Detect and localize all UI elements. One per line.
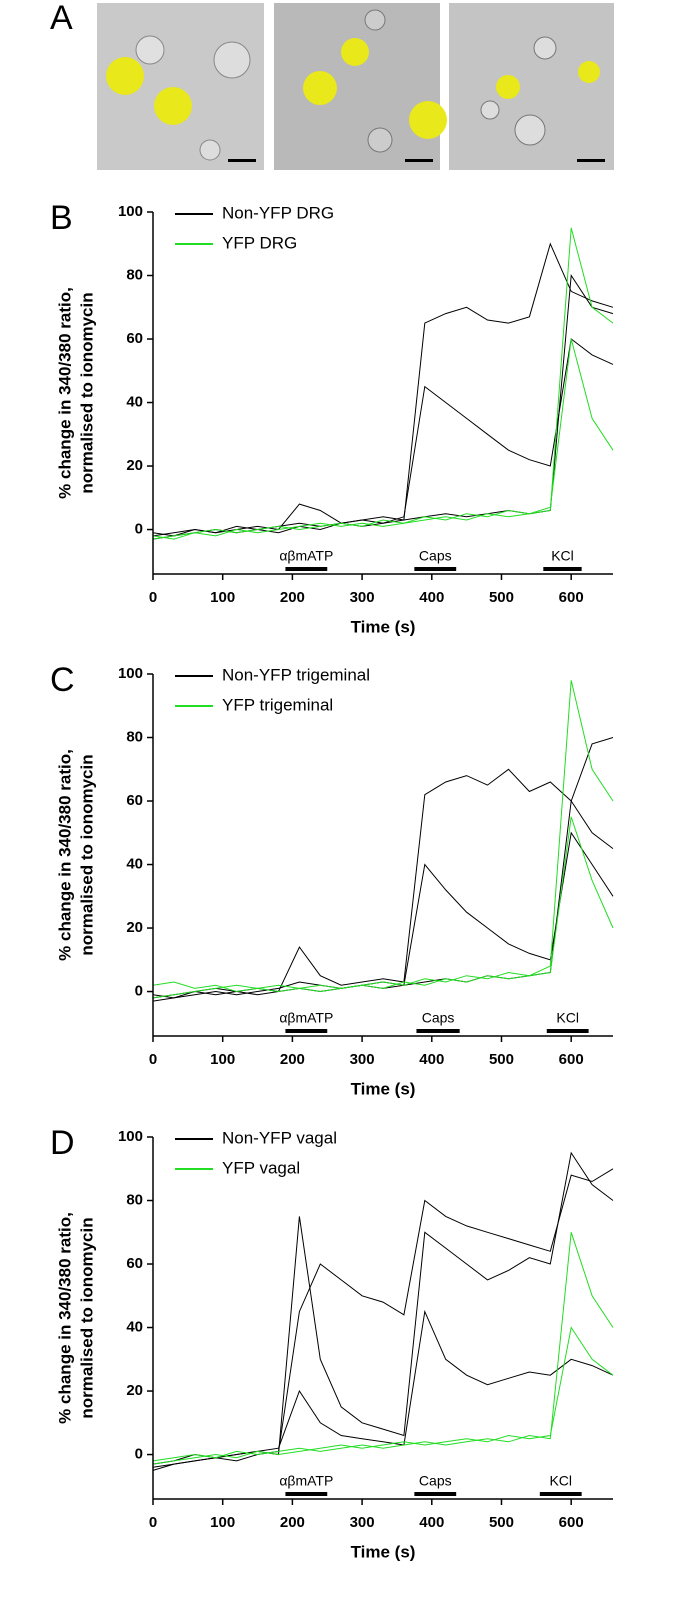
trace (152, 274, 614, 537)
x-tick-label: 500 (489, 589, 514, 606)
y-tick-label: 100 (118, 203, 143, 220)
stimulus-label: αβmATP (279, 548, 333, 564)
x-tick-label: 0 (149, 1514, 157, 1531)
x-axis-label: Time (s) (351, 1079, 416, 1098)
stimulus-label: αβmATP (279, 1473, 333, 1489)
y-tick-label: 60 (126, 330, 143, 347)
trace (152, 1326, 614, 1465)
x-tick-label: 500 (489, 1514, 514, 1531)
x-tick-label: 100 (210, 1514, 235, 1531)
y-tick-label: 40 (126, 855, 143, 872)
y-tick-label: 80 (126, 266, 143, 283)
y-axis-label: normalised to ionomycin (77, 1217, 96, 1418)
x-tick-label: 100 (210, 1051, 235, 1068)
y-tick-label: 0 (135, 983, 143, 1000)
micrographs (97, 3, 614, 170)
legend-label: YFP vagal (222, 1158, 300, 1177)
legend-label: Non-YFP DRG (222, 203, 334, 222)
stimulus-label: αβmATP (279, 1010, 333, 1026)
stimulus-label: KCl (556, 1010, 579, 1026)
x-tick-label: 300 (350, 1051, 375, 1068)
y-axis-label: normalised to ionomycin (77, 754, 96, 955)
y-tick-label: 40 (126, 393, 143, 410)
y-tick-label: 0 (135, 521, 143, 538)
panel-label: C (50, 661, 75, 699)
x-tick-label: 300 (350, 589, 375, 606)
trace (152, 1168, 614, 1468)
panel-label: B (50, 199, 73, 237)
stimulus-label: Caps (419, 548, 452, 564)
x-axis-label: Time (s) (351, 1542, 416, 1561)
x-tick-label: 400 (419, 589, 444, 606)
x-tick-label: 600 (559, 1051, 584, 1068)
trace (152, 831, 614, 1002)
legend-label: YFP trigeminal (222, 695, 333, 714)
x-tick-label: 100 (210, 589, 235, 606)
x-tick-label: 400 (419, 1514, 444, 1531)
y-tick-label: 20 (126, 919, 143, 936)
x-tick-label: 0 (149, 1051, 157, 1068)
y-tick-label: 60 (126, 1255, 143, 1272)
y-tick-label: 80 (126, 1191, 143, 1208)
y-tick-label: 60 (126, 792, 143, 809)
x-tick-label: 400 (419, 1051, 444, 1068)
stimulus-label: KCl (549, 1473, 572, 1489)
y-tick-label: 20 (126, 1382, 143, 1399)
y-tick-label: 20 (126, 457, 143, 474)
legend-label: Non-YFP trigeminal (222, 665, 370, 684)
y-tick-label: 80 (126, 728, 143, 745)
x-axis-label: Time (s) (351, 617, 416, 636)
y-tick-label: 0 (135, 1446, 143, 1463)
y-axis-label: normalised to ionomycin (77, 292, 96, 493)
x-tick-label: 600 (559, 589, 584, 606)
trace (152, 242, 614, 537)
trace (152, 816, 614, 999)
y-axis-label: % change in 340/380 ratio, (55, 1212, 74, 1424)
stimulus-label: KCl (551, 548, 574, 564)
x-tick-label: 600 (559, 1514, 584, 1531)
y-axis-label: % change in 340/380 ratio, (55, 749, 74, 961)
y-axis-label: % change in 340/380 ratio, (55, 287, 74, 499)
y-tick-label: 40 (126, 1318, 143, 1335)
x-tick-label: 200 (280, 1514, 305, 1531)
stimulus-label: Caps (422, 1010, 455, 1026)
trace (152, 1232, 614, 1462)
trace (152, 1151, 614, 1471)
x-tick-label: 0 (149, 589, 157, 606)
legend-label: YFP DRG (222, 233, 297, 252)
trace (152, 680, 614, 993)
trace (152, 737, 614, 999)
legend-label: Non-YFP vagal (222, 1128, 337, 1147)
trace (152, 1309, 614, 1465)
stimulus-label: Caps (419, 1473, 452, 1489)
x-tick-label: 300 (350, 1514, 375, 1531)
trace (152, 799, 614, 999)
x-tick-label: 200 (280, 589, 305, 606)
trace (152, 227, 614, 540)
y-tick-label: 100 (118, 665, 143, 682)
x-tick-label: 500 (489, 1051, 514, 1068)
panel-label: D (50, 1124, 75, 1162)
panel-label: A (50, 0, 73, 37)
trace (152, 338, 614, 540)
y-tick-label: 100 (118, 1128, 143, 1145)
x-tick-label: 200 (280, 1051, 305, 1068)
